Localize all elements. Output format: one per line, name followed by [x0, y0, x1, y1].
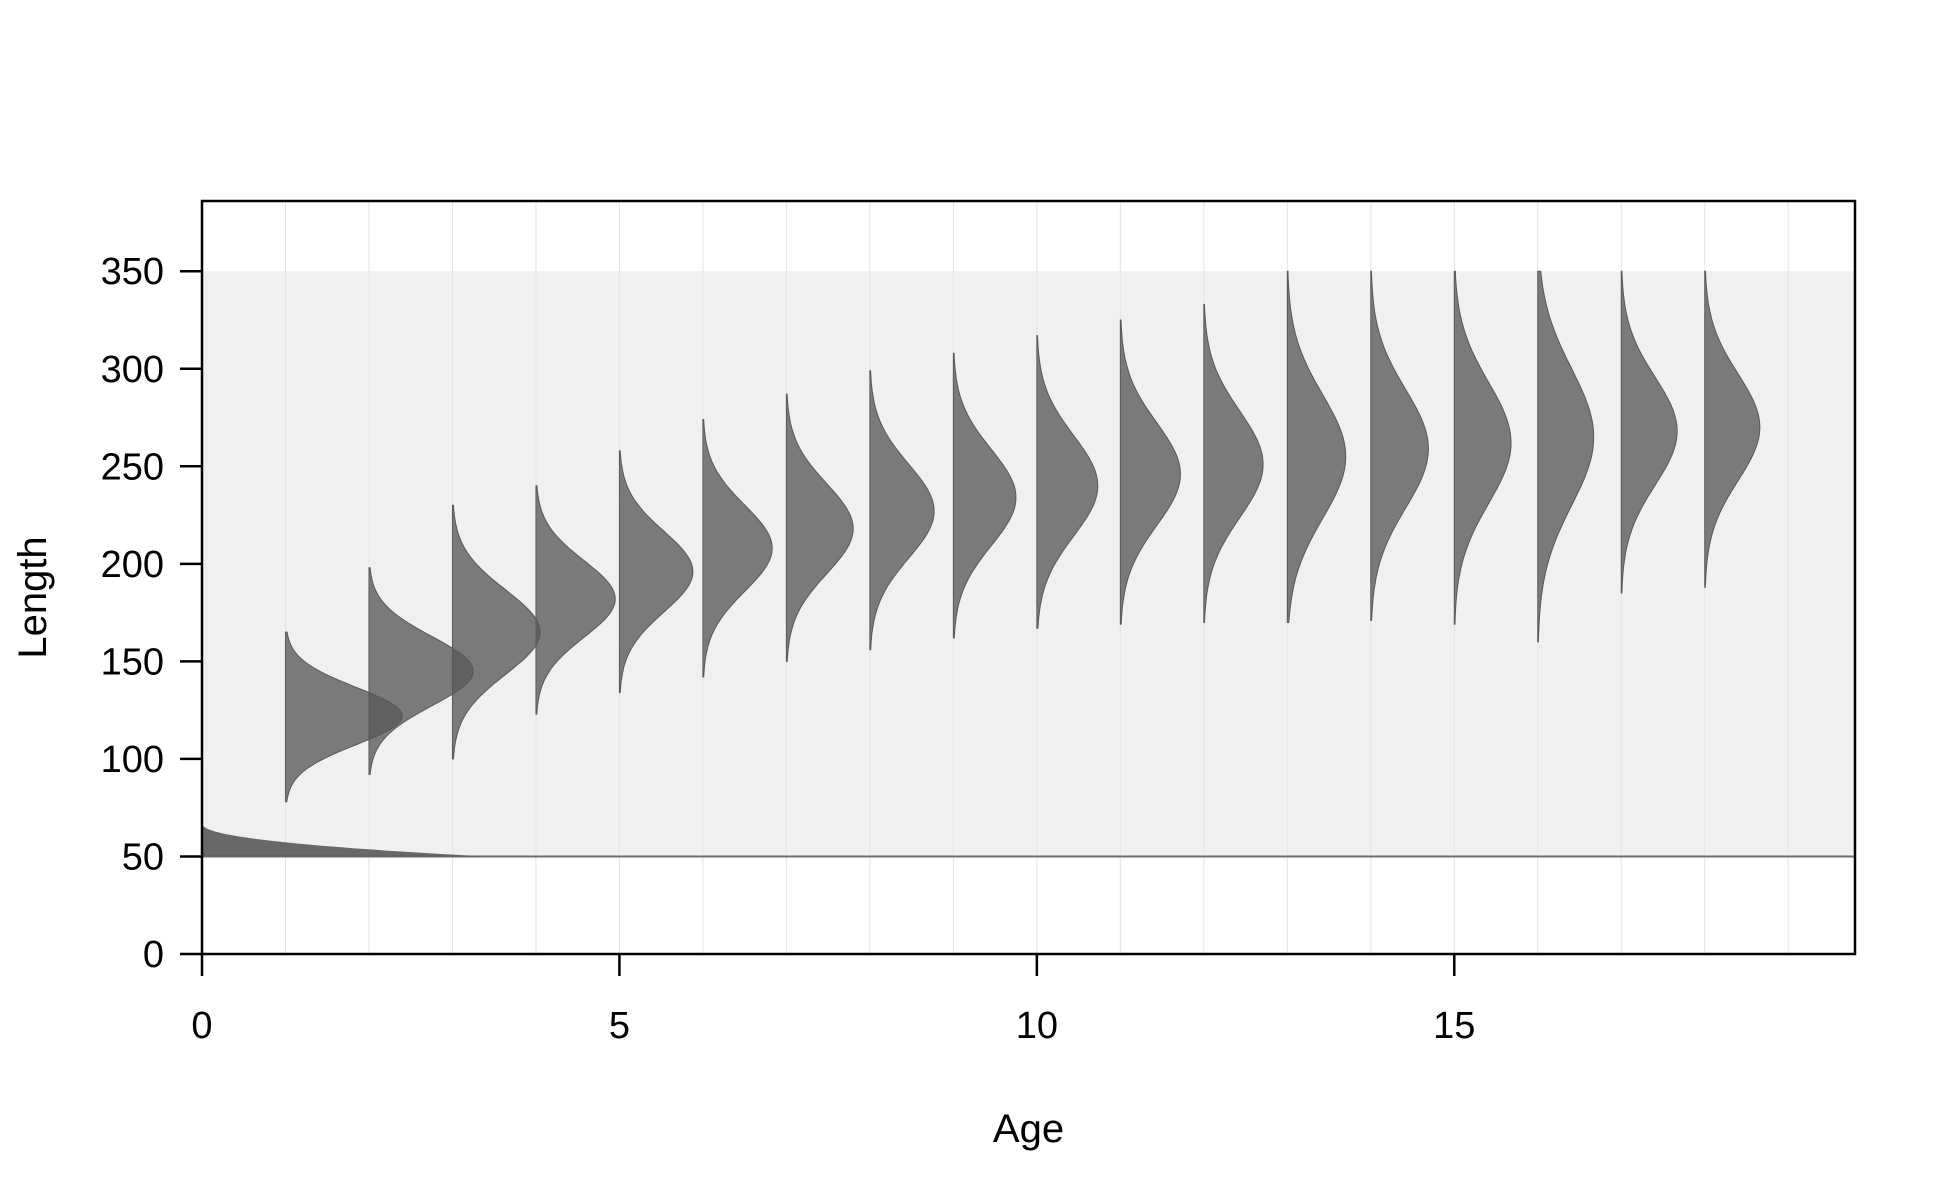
- distribution-age-5: [618, 450, 694, 694]
- y-axis-label: Length: [11, 536, 55, 658]
- y-tick-label: 350: [101, 251, 164, 293]
- x-axis-label: Age: [993, 1107, 1064, 1151]
- y-tick-label: 250: [101, 446, 164, 488]
- distribution-layer: [202, 270, 1761, 857]
- distribution-age-9: [952, 352, 1017, 639]
- distribution-age-8: [869, 370, 935, 651]
- shaded-band: [202, 271, 1855, 857]
- distribution-age-4: [535, 485, 616, 715]
- distribution-age-13: [1286, 270, 1347, 623]
- y-tick-label: 50: [122, 836, 164, 878]
- distribution-age-0: [202, 823, 486, 857]
- shaded-band-rect: [202, 271, 1855, 857]
- y-tick-label: 300: [101, 349, 164, 391]
- distribution-age-18: [1704, 270, 1761, 588]
- distribution-age-17: [1620, 270, 1678, 594]
- distribution-age-16: [1537, 270, 1595, 643]
- x-tick-label: 0: [191, 1005, 212, 1047]
- y-tick-label: 150: [101, 641, 164, 683]
- plot-frame: [200, 199, 1857, 956]
- distribution-age-11: [1119, 319, 1181, 625]
- y-tick-label: 200: [101, 544, 164, 586]
- distribution-age-12: [1203, 303, 1264, 623]
- distribution-age-6: [702, 419, 773, 678]
- y-tick-label: 0: [143, 934, 164, 976]
- x-tick-label: 5: [609, 1005, 630, 1047]
- x-tick-label: 10: [1016, 1005, 1058, 1047]
- distribution-age-15: [1453, 270, 1512, 625]
- distribution-age-10: [1036, 335, 1099, 629]
- distribution-age-7: [785, 393, 854, 662]
- y-tick-label: 100: [101, 739, 164, 781]
- axes: 0 50 100 150 200 250 300 350 0 5 10 15: [101, 199, 1857, 1047]
- distribution-age-14: [1370, 270, 1429, 621]
- x-tick-label: 15: [1433, 1005, 1475, 1047]
